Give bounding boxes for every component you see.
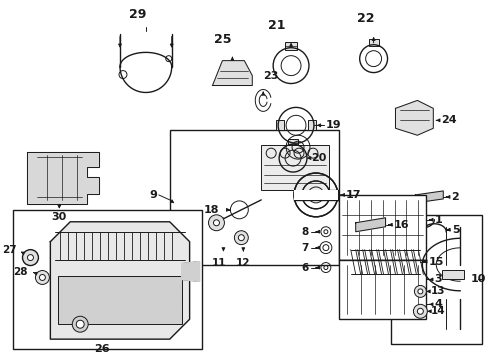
Text: 16: 16 — [393, 220, 408, 230]
Text: 15: 15 — [427, 257, 443, 266]
Polygon shape — [414, 191, 442, 203]
Bar — [58, 276, 181, 324]
Circle shape — [40, 274, 45, 280]
Text: 11: 11 — [212, 258, 226, 267]
Circle shape — [27, 255, 33, 261]
Bar — [368, 39, 378, 46]
Text: 6: 6 — [301, 262, 308, 273]
Bar — [287, 139, 297, 146]
Circle shape — [417, 289, 422, 294]
Text: 25: 25 — [213, 33, 231, 46]
Circle shape — [35, 270, 49, 284]
Polygon shape — [50, 222, 189, 339]
Bar — [285, 42, 296, 50]
Text: 1: 1 — [433, 215, 441, 225]
Text: 18: 18 — [203, 205, 219, 215]
Circle shape — [213, 220, 219, 226]
Text: 28: 28 — [13, 266, 27, 276]
Text: 13: 13 — [429, 287, 444, 296]
Text: 24: 24 — [440, 115, 456, 125]
Bar — [441, 270, 463, 279]
Text: 2: 2 — [450, 192, 458, 202]
Text: 21: 21 — [268, 19, 285, 32]
Bar — [261, 145, 328, 190]
Polygon shape — [355, 218, 385, 232]
Text: 30: 30 — [52, 212, 67, 222]
Bar — [169, 130, 338, 265]
Text: 9: 9 — [149, 190, 157, 200]
Bar — [293, 190, 337, 200]
Bar — [338, 260, 426, 319]
Circle shape — [76, 320, 84, 328]
Text: 8: 8 — [301, 227, 308, 237]
Text: 20: 20 — [310, 153, 325, 163]
Text: 17: 17 — [345, 190, 361, 200]
Bar — [338, 195, 426, 260]
Circle shape — [417, 308, 423, 314]
Polygon shape — [181, 262, 199, 282]
Text: 22: 22 — [356, 12, 374, 25]
Polygon shape — [212, 60, 252, 86]
Text: 23: 23 — [263, 71, 278, 81]
Circle shape — [72, 316, 88, 332]
Text: 27: 27 — [2, 245, 17, 255]
Circle shape — [238, 235, 244, 241]
Bar — [390, 215, 481, 344]
Text: 26: 26 — [94, 344, 110, 354]
Text: 19: 19 — [325, 120, 341, 130]
Text: 7: 7 — [301, 243, 308, 253]
Text: 12: 12 — [236, 258, 250, 267]
Polygon shape — [27, 152, 99, 204]
Circle shape — [234, 231, 248, 245]
Text: 14: 14 — [429, 306, 444, 316]
Text: 10: 10 — [469, 274, 485, 284]
Bar — [307, 120, 315, 130]
Text: 3: 3 — [433, 274, 441, 284]
Circle shape — [22, 249, 39, 266]
Bar — [13, 210, 201, 349]
Text: 4: 4 — [433, 299, 441, 309]
Text: 5: 5 — [451, 225, 459, 235]
Bar — [276, 120, 284, 130]
Polygon shape — [395, 100, 432, 135]
Circle shape — [208, 215, 224, 231]
Circle shape — [413, 285, 426, 297]
Text: 29: 29 — [129, 8, 146, 21]
Circle shape — [412, 304, 427, 318]
